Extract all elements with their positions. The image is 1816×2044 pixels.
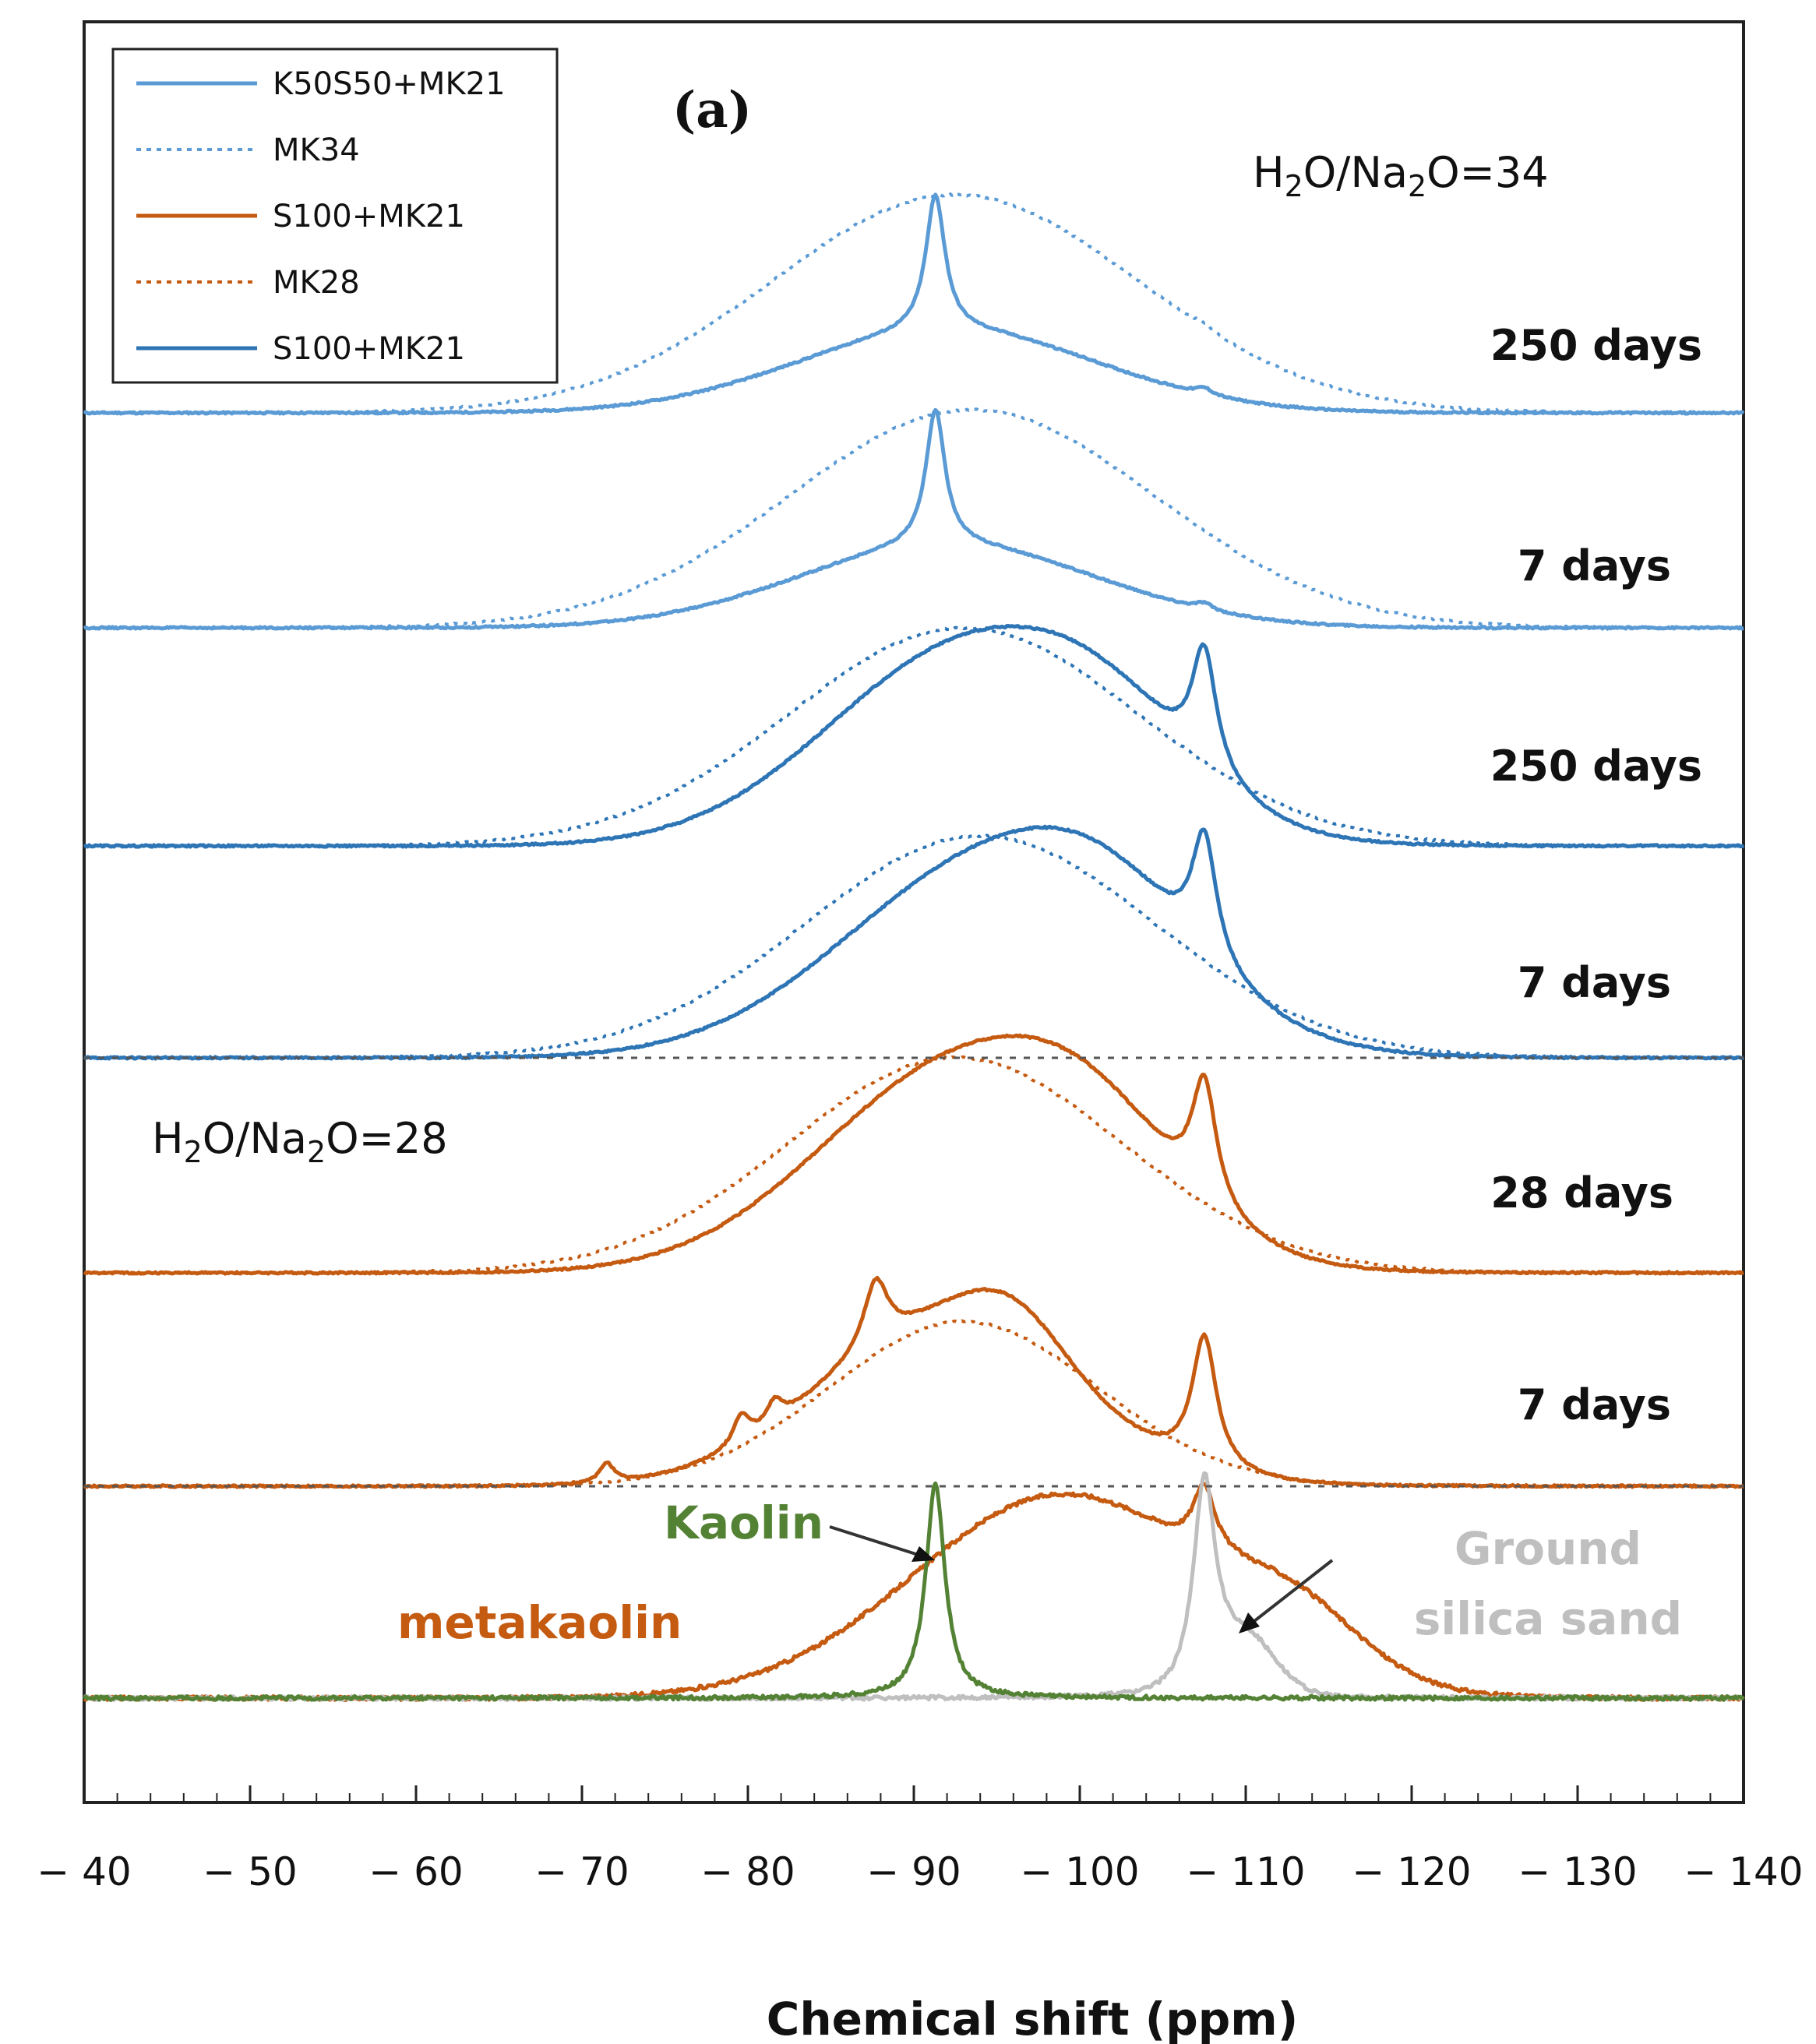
spectrum-ground-silica-sand	[83, 1471, 1745, 1702]
legend-label: K50S50+MK21	[273, 66, 506, 102]
x-tick-label: − 80	[700, 1849, 795, 1894]
annotation-kaolin: Kaolin	[664, 1496, 823, 1549]
stack-label: 7 days	[1518, 1380, 1671, 1429]
ratio-subscript: 2	[184, 1135, 203, 1169]
x-axis-title: Chemical shift (ppm)	[767, 1993, 1298, 2044]
kaolin-arrow	[829, 1525, 924, 1558]
ratio-subscript: 2	[307, 1135, 326, 1169]
spectrum-s100-mk21-7-days	[83, 1275, 1744, 1489]
stack-label: 250 days	[1490, 742, 1702, 791]
x-axis-tick-labels: − 40 − 50 − 60 − 70 − 80 − 90 − 100 − 110 − 120 −…	[37, 1849, 1803, 1894]
spectrum-k50s50-mk21-7-days	[83, 407, 1744, 631]
ratio-part: H	[1253, 148, 1285, 197]
silica-arrow	[1249, 1559, 1334, 1626]
ratio-subscript: 2	[1285, 169, 1303, 203]
annotation-silica-sand: silica sand	[1414, 1592, 1682, 1645]
silica-arrowhead	[1239, 1612, 1260, 1633]
stack-label: 28 days	[1490, 1168, 1673, 1218]
spectrum-k50s50-mk21-250-days	[83, 192, 1745, 416]
spectrum-s100-mk21-7-days-blue-	[83, 824, 1745, 1061]
stack-label: 7 days	[1518, 958, 1671, 1007]
ratio-label-28: H2O/Na2O=28	[152, 1114, 448, 1169]
legend-label: S100+MK21	[273, 331, 465, 367]
spectrum-s100-mk21-28-days	[83, 1033, 1744, 1276]
x-tick-label: − 40	[37, 1849, 131, 1894]
annotation-ground: Ground	[1455, 1522, 1641, 1575]
x-tick-label: − 70	[534, 1849, 629, 1894]
stack-label: 7 days	[1518, 541, 1671, 590]
x-tick-label: − 90	[866, 1849, 961, 1894]
legend-label: MK34	[273, 132, 360, 168]
legend-label: MK28	[273, 265, 360, 301]
ratio-part: O=28	[326, 1114, 447, 1163]
ratio-part: H	[152, 1114, 184, 1163]
ratio-label-34: H2O/Na2O=34	[1253, 148, 1549, 203]
x-tick-label: − 110	[1186, 1849, 1305, 1894]
x-tick-label: − 50	[203, 1849, 297, 1894]
kaolin-arrowhead	[912, 1546, 935, 1562]
stack-label: 250 days	[1490, 321, 1702, 370]
x-tick-label: − 130	[1518, 1849, 1637, 1894]
spectrum-s100-mk21-250-days-blue-	[83, 624, 1745, 849]
ratio-part: O/Na	[1303, 148, 1408, 197]
spectrum-mk34-7-days	[83, 407, 1744, 631]
x-tick-label: − 120	[1352, 1849, 1471, 1894]
x-tick-label: − 140	[1684, 1849, 1803, 1894]
spectrum-kaolin	[82, 1481, 1745, 1702]
legend: K50S50+MK21 MK34 S100+MK21 MK28 S100+MK2…	[111, 48, 559, 384]
ratio-part: O=34	[1426, 148, 1548, 197]
annotation-metakaolin: metakaolin	[397, 1596, 682, 1649]
ratio-subscript: 2	[1408, 169, 1426, 203]
panel-label: (a)	[672, 81, 752, 139]
spectrum-mk34-7-days-blue-panel-	[83, 833, 1744, 1061]
ratio-part: O/Na	[203, 1114, 307, 1163]
spectrum-mk28-28-days	[83, 1055, 1744, 1276]
x-tick-label: − 100	[1020, 1849, 1139, 1894]
spectrum-mk28-7-days	[83, 1319, 1744, 1489]
legend-label: S100+MK21	[273, 199, 465, 234]
curves-layer	[82, 192, 1745, 1702]
spectrum-mk34-250-days	[83, 192, 1745, 416]
x-axis-ticks	[83, 1785, 1745, 1803]
x-tick-label: − 60	[368, 1849, 463, 1894]
